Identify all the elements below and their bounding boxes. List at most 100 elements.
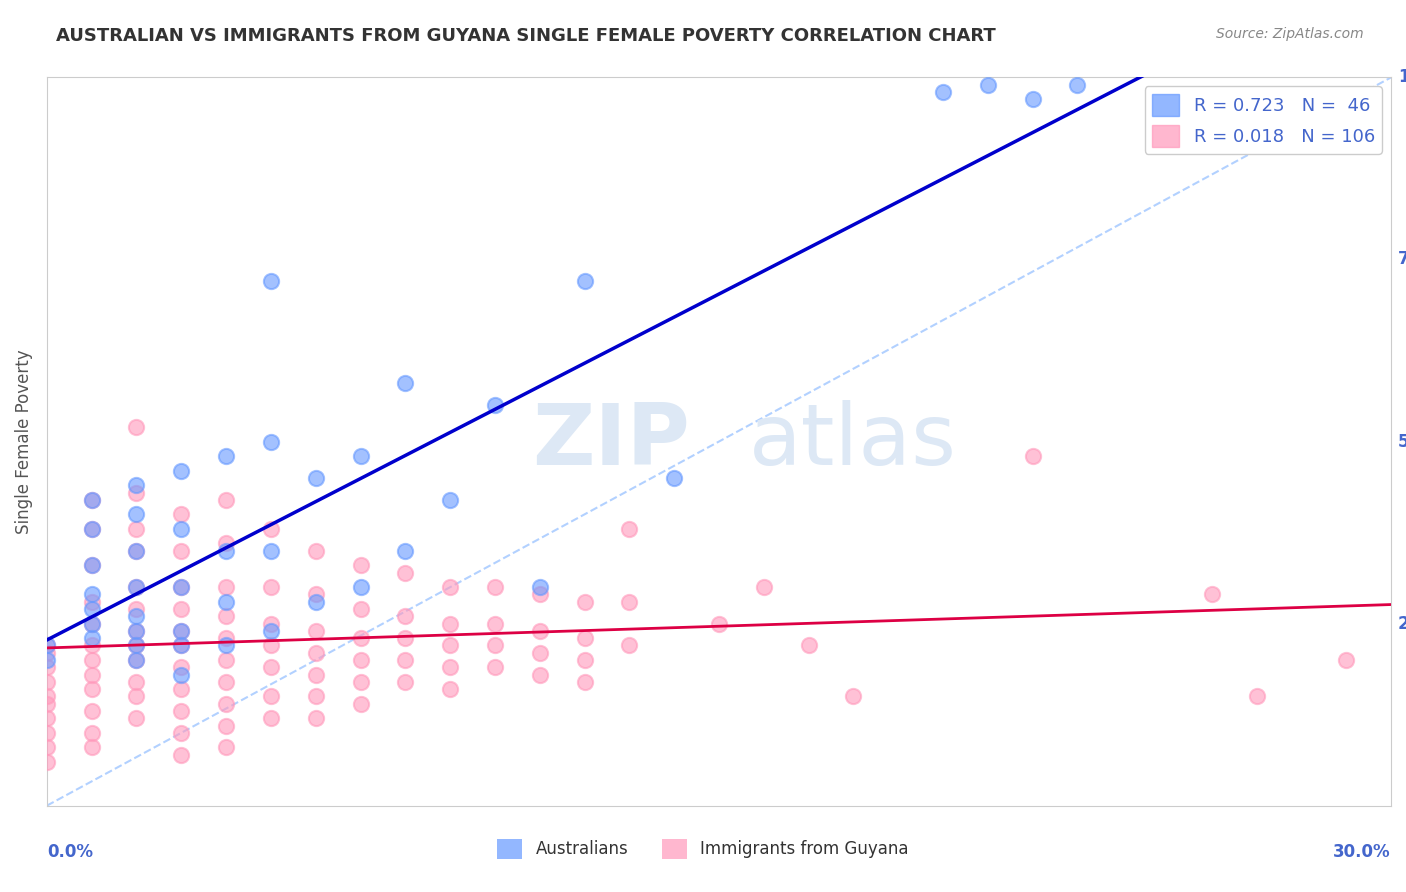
- Point: [215, 697, 238, 711]
- Point: [305, 587, 328, 601]
- Point: [125, 580, 148, 594]
- Y-axis label: Single Female Poverty: Single Female Poverty: [15, 350, 32, 533]
- Point: [80, 522, 103, 536]
- Point: [215, 492, 238, 507]
- Point: [125, 639, 148, 653]
- Point: [1201, 587, 1223, 601]
- Point: [125, 485, 148, 500]
- Point: [215, 609, 238, 624]
- Point: [215, 580, 238, 594]
- Point: [260, 543, 283, 558]
- Point: [305, 711, 328, 725]
- Point: [260, 690, 283, 704]
- Point: [35, 711, 58, 725]
- Point: [529, 646, 551, 660]
- Point: [707, 616, 730, 631]
- Point: [529, 667, 551, 681]
- Point: [125, 420, 148, 434]
- Point: [260, 711, 283, 725]
- Text: Source: ZipAtlas.com: Source: ZipAtlas.com: [1216, 27, 1364, 41]
- Point: [80, 616, 103, 631]
- Point: [349, 653, 371, 667]
- Point: [125, 674, 148, 689]
- Point: [305, 624, 328, 638]
- Point: [170, 624, 193, 638]
- Point: [170, 660, 193, 674]
- Point: [574, 595, 596, 609]
- Point: [80, 682, 103, 697]
- Point: [260, 616, 283, 631]
- Point: [125, 580, 148, 594]
- Point: [80, 558, 103, 573]
- Point: [484, 398, 506, 412]
- Point: [35, 653, 58, 667]
- Point: [170, 726, 193, 740]
- Point: [170, 682, 193, 697]
- Point: [170, 624, 193, 638]
- Point: [349, 697, 371, 711]
- Point: [170, 522, 193, 536]
- Point: [619, 522, 641, 536]
- Point: [35, 726, 58, 740]
- Point: [35, 639, 58, 653]
- Point: [125, 522, 148, 536]
- Point: [170, 747, 193, 762]
- Point: [125, 602, 148, 616]
- Point: [394, 566, 416, 580]
- Point: [394, 609, 416, 624]
- Point: [125, 508, 148, 522]
- Point: [80, 667, 103, 681]
- Point: [305, 690, 328, 704]
- Text: AUSTRALIAN VS IMMIGRANTS FROM GUYANA SINGLE FEMALE POVERTY CORRELATION CHART: AUSTRALIAN VS IMMIGRANTS FROM GUYANA SIN…: [56, 27, 995, 45]
- Point: [80, 558, 103, 573]
- Point: [1021, 449, 1043, 463]
- Point: [125, 478, 148, 492]
- Point: [260, 274, 283, 288]
- Point: [484, 660, 506, 674]
- Point: [170, 580, 193, 594]
- Point: [349, 631, 371, 645]
- Point: [170, 639, 193, 653]
- Point: [1066, 78, 1088, 92]
- Text: 100.0%: 100.0%: [1398, 69, 1406, 87]
- Point: [170, 580, 193, 594]
- Point: [35, 646, 58, 660]
- Point: [170, 508, 193, 522]
- Point: [215, 718, 238, 732]
- Point: [484, 616, 506, 631]
- Point: [484, 580, 506, 594]
- Point: [1334, 653, 1357, 667]
- Point: [215, 595, 238, 609]
- Point: [394, 376, 416, 391]
- Point: [529, 580, 551, 594]
- Point: [439, 682, 461, 697]
- Point: [80, 631, 103, 645]
- Point: [125, 624, 148, 638]
- Point: [80, 595, 103, 609]
- Point: [80, 740, 103, 755]
- Point: [125, 639, 148, 653]
- Text: 75.0%: 75.0%: [1398, 251, 1406, 268]
- Point: [80, 522, 103, 536]
- Point: [349, 449, 371, 463]
- Point: [170, 639, 193, 653]
- Point: [1246, 690, 1268, 704]
- Point: [215, 536, 238, 550]
- Point: [1021, 92, 1043, 106]
- Point: [619, 595, 641, 609]
- Point: [80, 492, 103, 507]
- Point: [662, 471, 685, 485]
- Point: [752, 580, 775, 594]
- Point: [125, 609, 148, 624]
- Point: [215, 740, 238, 755]
- Point: [80, 726, 103, 740]
- Point: [574, 631, 596, 645]
- Point: [574, 653, 596, 667]
- Point: [484, 639, 506, 653]
- Point: [260, 522, 283, 536]
- Point: [35, 740, 58, 755]
- Point: [170, 704, 193, 718]
- Text: atlas: atlas: [749, 400, 957, 483]
- Point: [80, 653, 103, 667]
- Text: 30.0%: 30.0%: [1333, 843, 1391, 861]
